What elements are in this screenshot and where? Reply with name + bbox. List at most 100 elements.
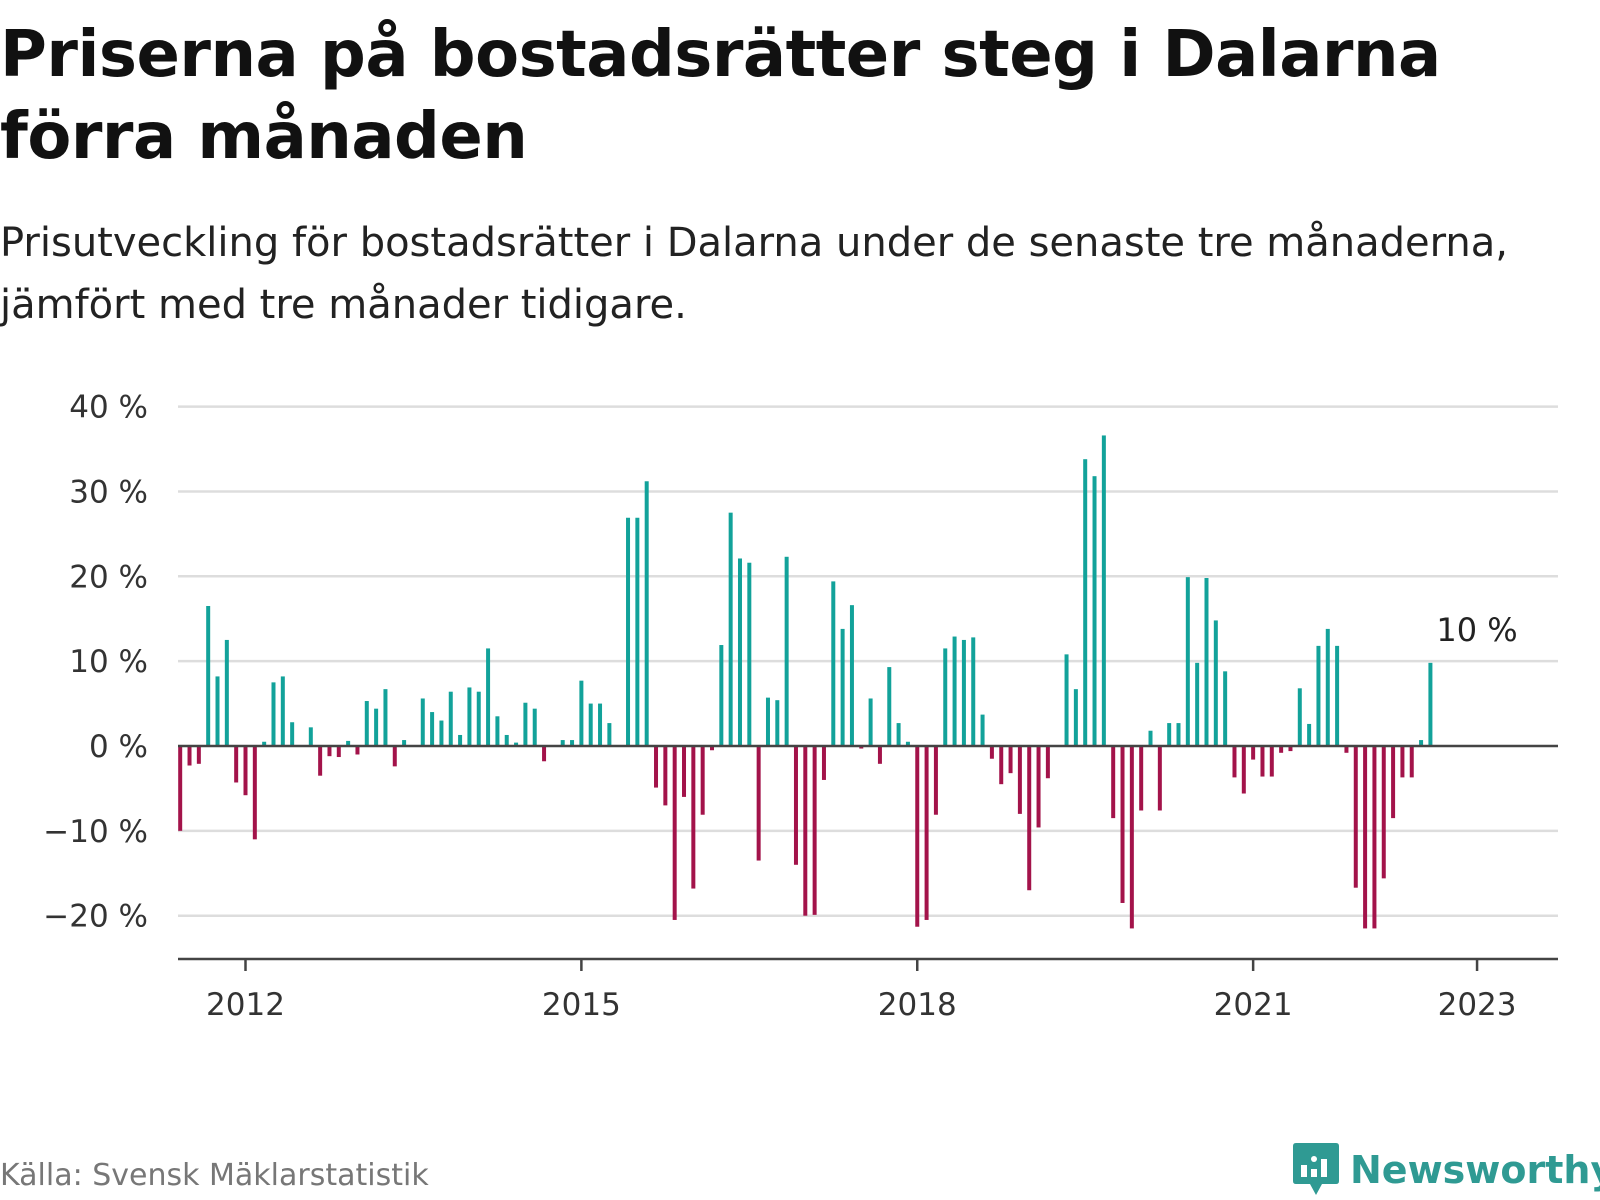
bar	[355, 746, 360, 755]
bar	[187, 746, 192, 766]
bar	[747, 562, 752, 746]
bar	[439, 720, 444, 746]
y-axis-labels: −20 % −10 % 0 % 10 % 20 % 30 % 40 %	[43, 390, 148, 935]
bar	[224, 639, 229, 746]
bar	[887, 667, 892, 746]
x-axis-ticks: 2012 2015 2018 2021 2023	[206, 959, 1517, 1020]
bar	[672, 746, 677, 920]
bar	[654, 746, 659, 788]
bar	[467, 687, 472, 746]
bar	[1428, 662, 1433, 746]
bar	[420, 698, 425, 746]
bar	[719, 645, 724, 746]
bar	[1111, 746, 1116, 819]
bar	[989, 746, 994, 759]
bar	[1279, 746, 1284, 753]
bar	[607, 723, 612, 746]
bar	[1045, 746, 1050, 779]
bar	[877, 746, 882, 764]
bar	[579, 680, 584, 746]
bar	[598, 703, 603, 746]
bar	[374, 708, 379, 746]
bar-chart: −20 %−10 %0 %10 %20 %30 %40 % 2012 2015 20…	[43, 390, 1558, 1020]
bar	[1083, 459, 1088, 746]
bar	[383, 689, 388, 746]
x-tick-label: 2018	[878, 987, 957, 1020]
bar	[514, 742, 519, 746]
bar	[327, 746, 332, 757]
bar	[1260, 746, 1265, 777]
bar	[784, 556, 789, 746]
bar	[504, 734, 509, 746]
bar	[1316, 645, 1321, 746]
bar	[663, 746, 668, 806]
last-value-annotation: 10 %	[1436, 611, 1517, 649]
bar	[1008, 746, 1013, 774]
bar	[1288, 746, 1293, 752]
bar	[458, 734, 463, 746]
bar	[943, 648, 948, 746]
x-tick-label: 2023	[1438, 987, 1517, 1020]
bar	[402, 740, 407, 746]
chart-title: Priserna på bostadsrätter steg i Dalarna…	[0, 18, 1441, 174]
bar	[1027, 746, 1032, 891]
bar	[1204, 577, 1209, 746]
bar	[803, 746, 808, 916]
bar	[728, 512, 733, 746]
bar	[252, 746, 257, 840]
bar	[1232, 746, 1237, 778]
bar	[234, 746, 239, 783]
bar	[1297, 688, 1302, 746]
bar	[831, 581, 836, 746]
bar	[756, 746, 761, 861]
bar	[1241, 746, 1246, 794]
bar	[1157, 746, 1162, 811]
bar	[905, 741, 910, 746]
bar	[364, 701, 369, 746]
bar	[1344, 746, 1349, 753]
bar-chart-badge-icon	[1293, 1143, 1339, 1195]
bar	[318, 746, 323, 776]
bar	[1325, 628, 1330, 746]
y-tick-label: −20 %	[43, 899, 148, 935]
bar	[691, 746, 696, 889]
bar	[1213, 620, 1218, 746]
bars	[178, 435, 1433, 929]
bar	[980, 714, 985, 746]
bar	[859, 746, 864, 749]
bar	[392, 746, 397, 767]
brand-name: Newsworthy	[1350, 1148, 1600, 1192]
bar	[570, 740, 575, 746]
bar	[924, 746, 929, 920]
bar	[821, 746, 826, 780]
bar	[1223, 671, 1228, 746]
bar	[560, 740, 565, 746]
bar	[971, 637, 976, 746]
bar	[495, 716, 500, 746]
bar	[999, 746, 1004, 785]
y-tick-label: −10 %	[43, 814, 148, 850]
bar	[1176, 723, 1181, 746]
y-tick-label: 40 %	[69, 390, 148, 426]
bar	[476, 691, 481, 746]
bar	[308, 727, 313, 746]
x-tick-label: 2012	[206, 987, 285, 1020]
bar	[1073, 689, 1078, 746]
bar	[952, 636, 957, 746]
gridlines	[178, 405, 1558, 917]
brand-logo[interactable]: Newsworthy	[1292, 1140, 1600, 1200]
bar	[765, 697, 770, 746]
bar	[1148, 730, 1153, 746]
bar	[626, 517, 631, 746]
bar	[346, 740, 351, 746]
x-tick-label: 2021	[1214, 987, 1293, 1020]
bar	[710, 746, 714, 751]
bar	[196, 746, 201, 764]
bar	[868, 698, 873, 746]
bar	[933, 746, 938, 815]
bar	[1419, 740, 1424, 746]
bar	[1409, 746, 1414, 778]
bar	[1400, 746, 1405, 778]
x-tick-label: 2015	[542, 987, 621, 1020]
bar	[1101, 435, 1106, 746]
